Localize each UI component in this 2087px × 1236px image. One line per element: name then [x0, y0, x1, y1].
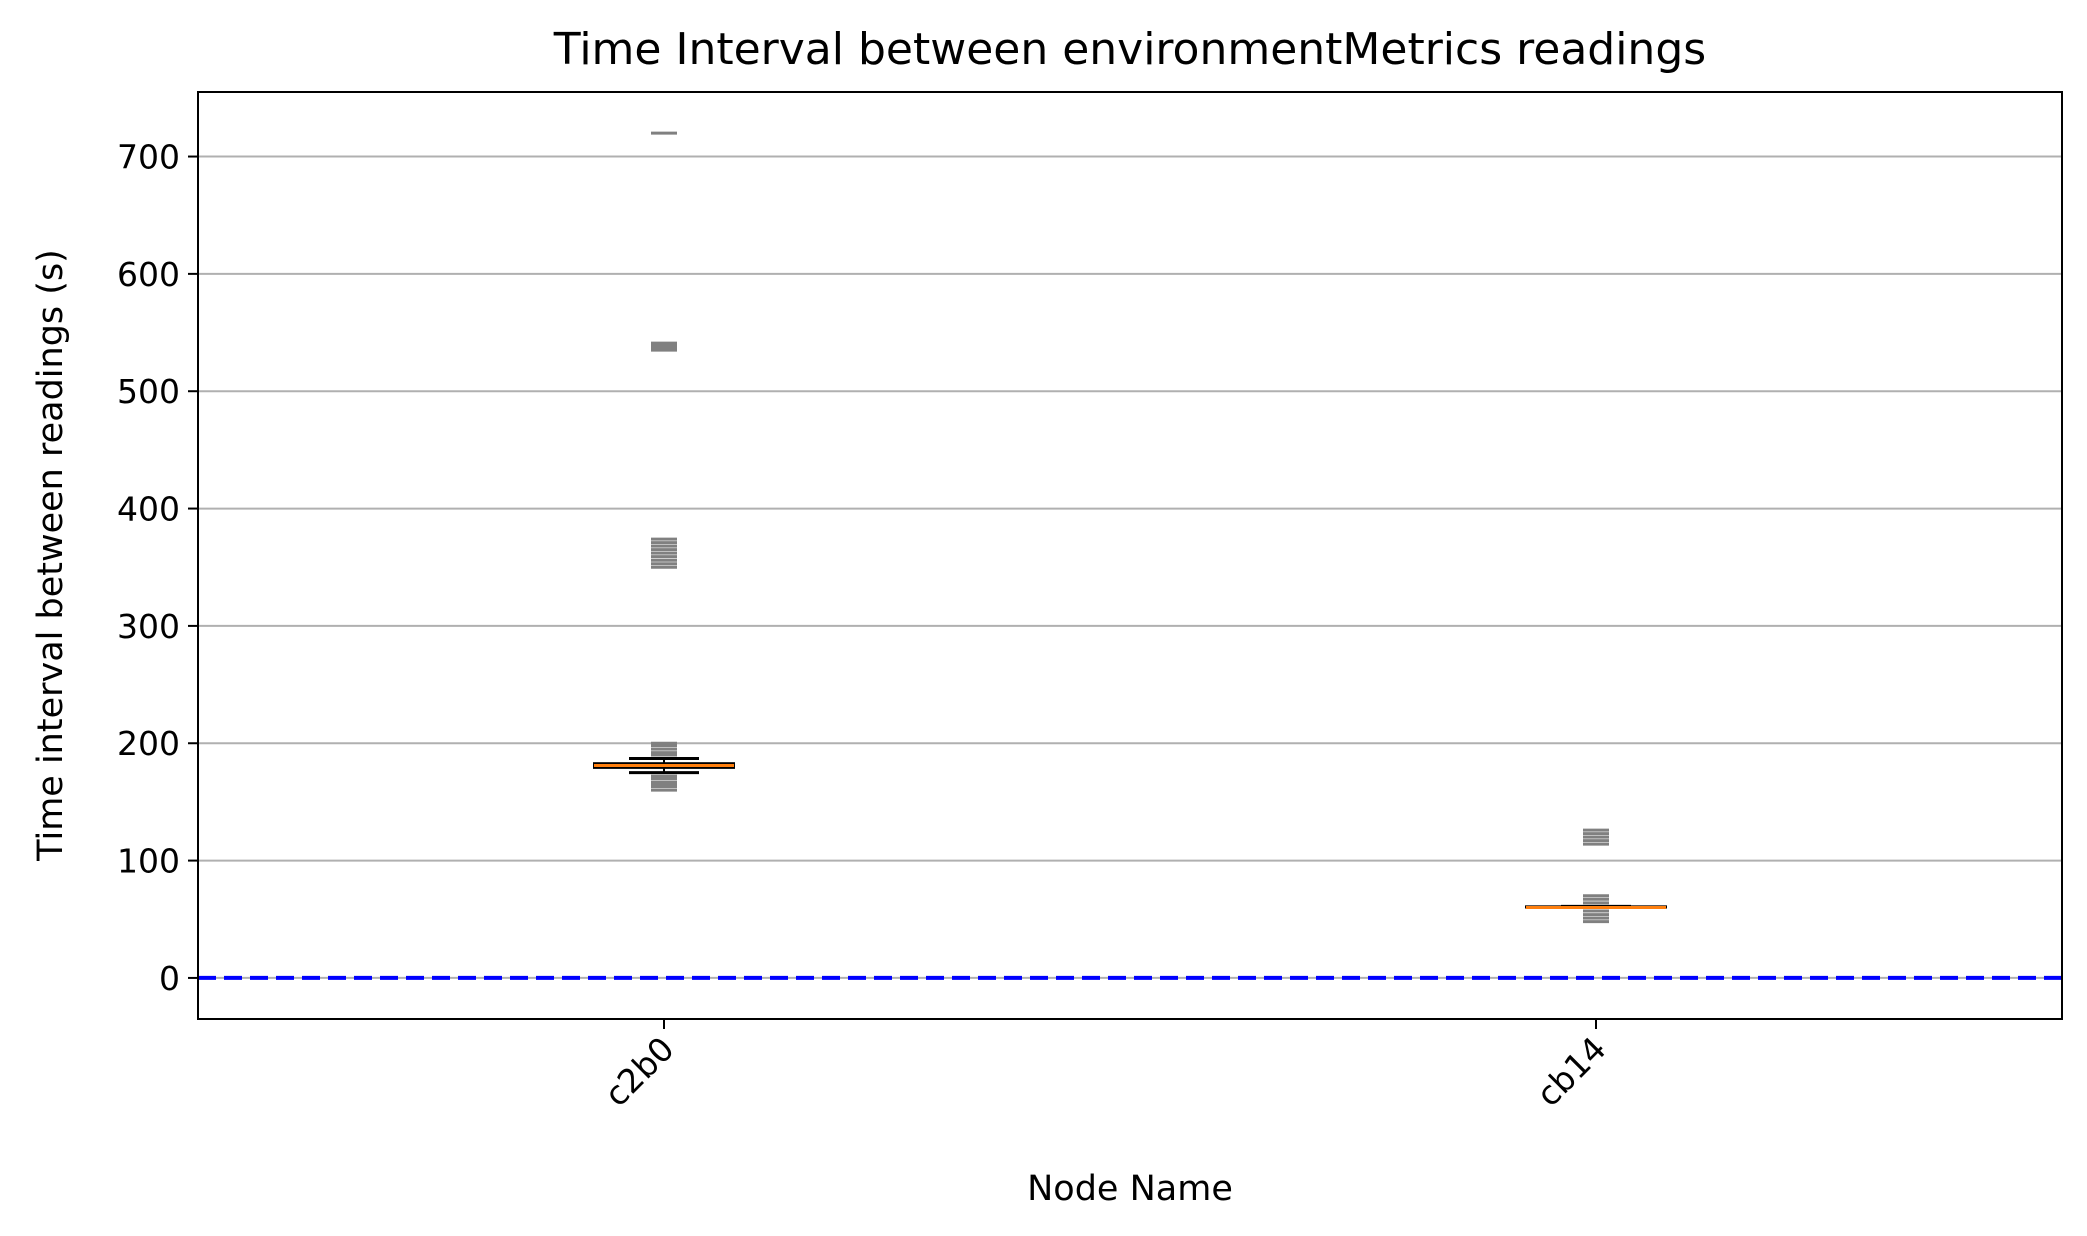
y-ticks-layer: 0 100 200 300 400 500 600 700 [117, 138, 198, 998]
y-tick-label: 200 [117, 724, 180, 763]
y-tick-label: 0 [159, 959, 180, 998]
x-tick-label: c2b0 [597, 1029, 682, 1114]
y-tick-label: 100 [117, 842, 180, 881]
boxes-layer [593, 131, 1667, 924]
x-axis-label: Node Name [1027, 1169, 1233, 1209]
box-group-c2b0 [593, 131, 735, 792]
chart-title: Time Interval between environmentMetrics… [553, 24, 1706, 75]
grid-layer [198, 155, 2062, 979]
y-tick-label: 600 [117, 255, 180, 294]
y-tick-label: 400 [117, 490, 180, 529]
y-axis-label: Time interval between readings (s) [31, 249, 71, 862]
y-tick-label: 700 [117, 138, 180, 177]
y-tick-label: 300 [117, 607, 180, 646]
x-tick-label: cb14 [1529, 1029, 1614, 1114]
box-group-cb14 [1525, 828, 1667, 924]
y-tick-label: 500 [117, 372, 180, 411]
x-ticks-layer: c2b0 cb14 [597, 1019, 1614, 1114]
plot-area-frame [197, 91, 2063, 1020]
